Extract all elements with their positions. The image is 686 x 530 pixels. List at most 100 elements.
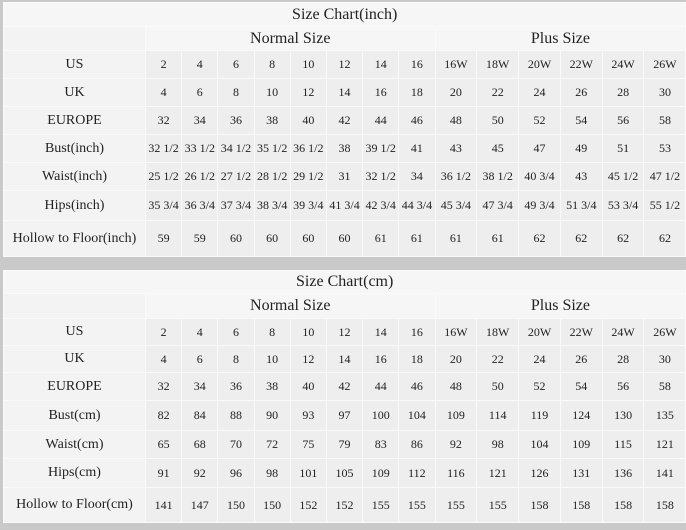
size-cell: 158	[601, 487, 645, 523]
size-cell: 46	[398, 372, 436, 401]
size-cell: 147	[181, 487, 219, 523]
row-label: US	[3, 318, 146, 346]
size-cell: 72	[253, 430, 291, 459]
size-cell: 56	[601, 372, 645, 401]
size-table: Size Chart(inch) Normal Size Plus Size US 2 4…	[2, 2, 686, 257]
size-cell: 53	[643, 134, 686, 163]
size-cell: 114	[476, 400, 520, 431]
row-label: Bust(cm)	[3, 400, 146, 431]
size-cell: 51	[601, 134, 645, 163]
size-cell: 24W	[601, 318, 645, 346]
size-cell: 68	[181, 430, 219, 459]
plus-size-header: Plus Size	[434, 293, 686, 319]
size-cell: 150	[217, 487, 255, 523]
size-cell: 28	[601, 345, 645, 373]
size-cell: 14	[325, 78, 364, 107]
plus-size-header: Plus Size	[434, 26, 686, 51]
size-chart-cm: Size Chart(cm) Normal Size Plus Size US 2 4 6 8…	[2, 270, 686, 523]
size-cell: 36	[217, 372, 255, 401]
size-cell: 100	[362, 400, 400, 431]
table-row: Hips(inch) 35 3/4 36 3/4 37 3/4 38 3/4 39 3/4…	[3, 190, 686, 221]
size-cell: 16	[362, 78, 400, 107]
size-cell: 12	[325, 50, 364, 79]
size-cell: 136	[601, 458, 645, 488]
size-cell: 8	[253, 318, 291, 346]
size-cell: 155	[476, 487, 520, 523]
size-cell: 46	[398, 106, 436, 135]
normal-size-header: Normal Size	[145, 293, 436, 319]
size-cell: 2	[144, 318, 183, 346]
size-cell: 155	[434, 487, 478, 523]
size-cell: 10	[289, 318, 327, 346]
row-label: Hips(cm)	[3, 458, 146, 488]
size-cell: 47 3/4	[476, 190, 520, 221]
size-cell: 92	[181, 458, 219, 488]
size-cell: 93	[289, 400, 327, 431]
row-label: EUROPE	[3, 106, 146, 135]
size-cell: 51 3/4	[559, 190, 603, 221]
size-cell: 60	[253, 220, 291, 257]
size-cell: 40	[289, 372, 327, 401]
size-cell: 152	[325, 487, 364, 523]
size-cell: 39 1/2	[362, 134, 400, 163]
size-cell: 62	[601, 220, 645, 257]
size-cell: 49	[559, 134, 603, 163]
size-cell: 4	[144, 78, 183, 107]
size-cell: 88	[217, 400, 255, 431]
size-cell: 75	[289, 430, 327, 459]
size-cell: 36 1/2	[289, 134, 327, 163]
size-cell: 38	[253, 372, 291, 401]
row-label: Hollow to Floor(cm)	[3, 487, 146, 523]
size-cell: 141	[643, 458, 686, 488]
size-cell: 152	[289, 487, 327, 523]
size-cell: 26W	[643, 318, 686, 346]
size-cell: 6	[181, 78, 219, 107]
size-cell: 30	[643, 78, 686, 107]
size-cell: 28 1/2	[253, 162, 291, 191]
size-cell: 32	[144, 106, 183, 135]
table-row: Waist(inch) 25 1/2 26 1/2 27 1/2 28 1/2 29 1/…	[3, 162, 686, 191]
size-cell: 45 1/2	[601, 162, 645, 191]
size-cell: 47 1/2	[643, 162, 686, 191]
size-cell: 44 3/4	[398, 190, 436, 221]
size-cell: 6	[181, 345, 219, 373]
size-cell: 24	[518, 78, 561, 107]
size-cell: 35 3/4	[144, 190, 183, 221]
size-cell: 91	[144, 458, 183, 488]
size-cell: 20	[434, 345, 478, 373]
size-cell: 121	[643, 430, 686, 459]
size-cell: 58	[643, 372, 686, 401]
size-cell: 155	[362, 487, 400, 523]
size-cell: 116	[434, 458, 478, 488]
size-cell: 150	[253, 487, 291, 523]
size-cell: 158	[643, 487, 686, 523]
size-cell: 18	[398, 78, 436, 107]
size-cell: 2	[144, 50, 183, 79]
size-cell: 37 3/4	[217, 190, 255, 221]
size-cell: 42	[325, 106, 364, 135]
size-cell: 16W	[434, 318, 478, 346]
size-cell: 25 1/2	[144, 162, 183, 191]
size-cell: 10	[253, 78, 291, 107]
size-cell: 36 1/2	[434, 162, 478, 191]
size-cell: 60	[325, 220, 364, 257]
size-cell: 54	[559, 372, 603, 401]
size-cell: 53 3/4	[601, 190, 645, 221]
size-cell: 50	[476, 106, 520, 135]
size-cell: 16	[398, 50, 436, 79]
size-cell: 22	[476, 78, 520, 107]
size-cell: 24W	[601, 50, 645, 79]
size-cell: 124	[559, 400, 603, 431]
table-row: Hollow to Floor(inch) 59 59 60 60 60 60 61 61 61 6…	[3, 220, 686, 257]
row-label: Waist(inch)	[3, 162, 146, 191]
size-cell: 33 1/2	[181, 134, 219, 163]
size-cell: 26W	[643, 50, 686, 79]
table-row: Bust(cm) 82 84 88 90 93 97 100 104 109 114 119 124 13…	[3, 400, 686, 431]
size-cell: 34	[181, 106, 219, 135]
size-cell: 62	[643, 220, 686, 257]
size-cell: 104	[398, 400, 436, 431]
size-cell: 97	[325, 400, 364, 431]
size-chart-inch: Size Chart(inch) Normal Size Plus Size US 2 4…	[2, 2, 686, 257]
size-cell: 109	[362, 458, 400, 488]
size-cell: 104	[518, 430, 561, 459]
